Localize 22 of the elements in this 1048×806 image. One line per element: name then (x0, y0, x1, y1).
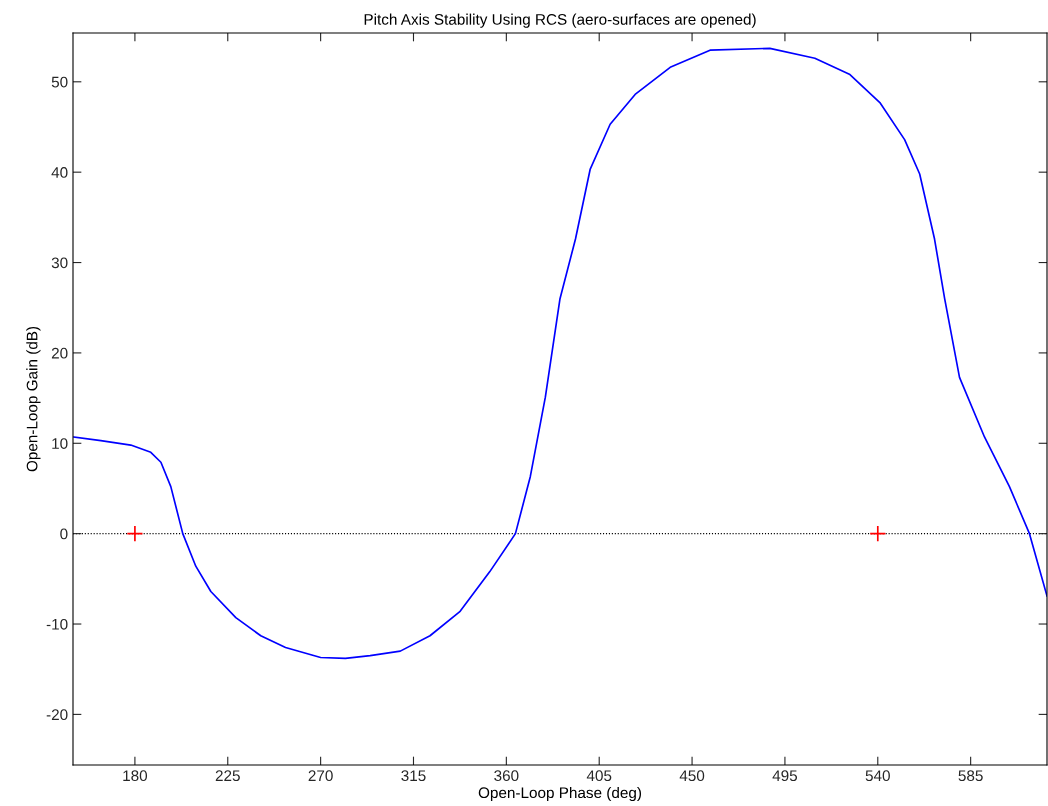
y-tick-label: 30 (51, 257, 68, 269)
x-tick-label: 450 (679, 770, 705, 782)
x-tick-label: 360 (494, 770, 519, 782)
y-tick-label: -10 (46, 618, 68, 630)
y-tick-label: -20 (46, 709, 68, 721)
x-axis-title: Open-Loop Phase (deg) (478, 786, 642, 802)
y-tick-label: 40 (51, 167, 68, 178)
y-tick-label: 0 (60, 528, 68, 540)
x-tick-label: 540 (865, 770, 890, 782)
x-tick-label: 225 (215, 770, 240, 782)
x-tick-label: 495 (772, 770, 798, 782)
x-tick-label: 180 (123, 770, 148, 782)
x-tick-label: 270 (308, 770, 333, 782)
y-tick-label: 50 (51, 76, 68, 88)
y-tick-label: 10 (52, 438, 68, 449)
y-axis-title: Open-Loop Gain (dB) (26, 326, 41, 472)
chart-title: Pitch Axis Stability Using RCS (aero-surfaces are opened) (364, 13, 756, 28)
x-tick-label: 405 (586, 770, 612, 782)
y-tick-label: 20 (51, 347, 68, 359)
x-tick-label: 585 (958, 770, 983, 782)
x-tick-label: 315 (401, 770, 426, 782)
line-series (73, 47, 1047, 660)
